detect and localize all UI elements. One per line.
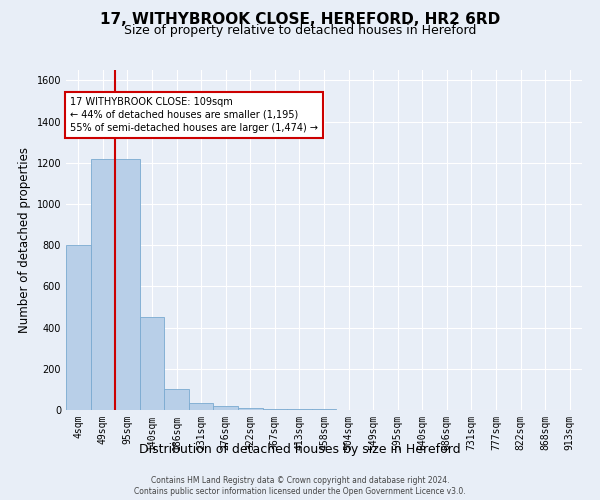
- Text: Size of property relative to detached houses in Hereford: Size of property relative to detached ho…: [124, 24, 476, 37]
- Text: Contains public sector information licensed under the Open Government Licence v3: Contains public sector information licen…: [134, 487, 466, 496]
- Bar: [189, 403, 214, 410]
- Bar: [66, 245, 91, 410]
- Bar: [164, 390, 189, 410]
- Bar: [263, 408, 287, 410]
- Bar: [91, 158, 115, 410]
- Y-axis label: Number of detached properties: Number of detached properties: [18, 147, 31, 333]
- Text: Contains HM Land Registry data © Crown copyright and database right 2024.: Contains HM Land Registry data © Crown c…: [151, 476, 449, 485]
- Text: 17, WITHYBROOK CLOSE, HEREFORD, HR2 6RD: 17, WITHYBROOK CLOSE, HEREFORD, HR2 6RD: [100, 12, 500, 28]
- Bar: [287, 409, 312, 410]
- Bar: [214, 406, 238, 410]
- Bar: [238, 408, 263, 410]
- Text: 17 WITHYBROOK CLOSE: 109sqm
← 44% of detached houses are smaller (1,195)
55% of : 17 WITHYBROOK CLOSE: 109sqm ← 44% of det…: [70, 97, 317, 133]
- Bar: [115, 158, 140, 410]
- Text: Distribution of detached houses by size in Hereford: Distribution of detached houses by size …: [139, 442, 461, 456]
- Bar: [140, 318, 164, 410]
